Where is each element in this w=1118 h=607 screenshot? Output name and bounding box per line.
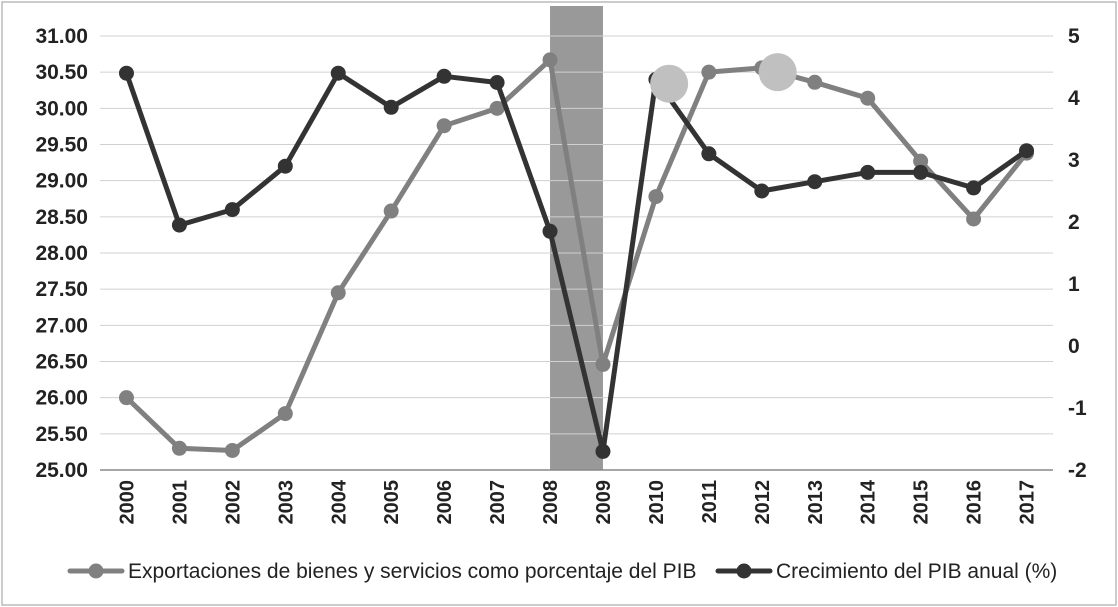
series-2-point [277,158,293,174]
series-1-point [330,285,346,301]
series-2-point [913,164,929,180]
x-tick-label: 2004 [328,479,350,524]
y-left-tick-label: 31.00 [35,25,88,48]
series-1-point [595,356,611,372]
y-left-tick-label: 29.00 [35,170,88,193]
series-layer [118,52,1035,459]
y-right-tick-label: 1 [1068,273,1080,296]
y-right-tick-label: 4 [1068,87,1080,110]
x-tick-label: 2012 [752,480,774,525]
series-2-point [542,223,558,239]
y-right-ticks: -2 -1 0 1 2 3 4 5 [1068,25,1087,482]
x-tick-label: 2009 [593,480,615,525]
x-tick-label: 2017 [1017,480,1039,525]
series-2-point [860,164,876,180]
series-2-point [436,68,452,84]
series-2-point [383,99,399,115]
series-1-point [277,406,293,422]
y-right-tick-label: -1 [1068,397,1087,420]
y-left-tick-label: 29.50 [35,134,88,157]
x-tick-label: 2010 [646,480,668,525]
series-1-point [542,52,558,68]
y-right-tick-label: 0 [1068,335,1080,358]
x-tick-label: 2013 [805,480,827,525]
x-tick-label: 2003 [275,480,297,525]
x-tick-label: 2001 [169,480,191,525]
y-left-tick-label: 26.50 [35,351,88,374]
legend-marker-2 [736,563,752,579]
legend-marker-1 [88,563,104,579]
legend: Exportaciones de bienes y servicios como… [67,560,1057,583]
y-right-tick-label: 2 [1068,211,1080,234]
y-left-tick-label: 25.50 [35,423,88,446]
shaded-region-layer [550,6,603,470]
x-tick-label: 2015 [911,480,933,525]
x-tick-label: 2016 [964,480,986,525]
series-1-point [118,390,134,406]
series-2-point [118,65,134,81]
series-2-point [966,180,982,196]
series-2-point [1019,143,1035,159]
y-right-tick-label: 3 [1068,149,1080,172]
series-1-point [648,189,664,205]
gridlines [100,35,1053,471]
x-tick-label: 2006 [434,480,456,525]
x-tick-label: 2014 [858,479,880,524]
series-2-point [807,174,823,190]
x-tick-label: 2007 [487,480,509,524]
y-left-tick-label: 28.00 [35,242,88,265]
x-tick-label: 2011 [699,480,721,523]
x-tick-label: 2002 [222,480,244,525]
highlight-marker [758,53,797,92]
y-left-tick-label: 25.00 [35,459,88,482]
legend-label-1: Exportaciones de bienes y servicios como… [128,560,696,583]
y-left-ticks: 25.00 25.50 26.00 26.50 27.00 27.50 28.00 28.50… [35,25,88,482]
x-tick-label: 2005 [381,480,403,525]
series-2-point [595,443,611,459]
series-1-point [436,118,452,134]
series-1-point [860,90,876,106]
x-tick-label: 2000 [116,480,138,525]
y-left-tick-label: 30.50 [35,61,88,84]
y-right-tick-label: 5 [1068,25,1080,48]
series-line-2 [123,70,1030,454]
recession-shade [550,6,603,470]
y-left-tick-label: 27.00 [35,314,88,337]
x-ticks: 2000 2001 2002 2003 2004 2005 2006 2007 2008 2009… [116,479,1038,524]
series-1-point [383,203,399,219]
series-1-point [966,211,982,227]
series-1-point [701,64,717,80]
series-2-point [224,202,240,218]
series-1-point [224,442,240,458]
series-2-point [171,217,187,233]
series-1-point [171,440,187,456]
series-1-point [807,74,823,90]
series-2-point [489,75,505,90]
legend-label-2: Crecimiento del PIB anual (%) [776,560,1057,583]
y-right-tick-label: -2 [1068,459,1087,482]
highlight-marker [650,64,689,103]
y-left-tick-label: 28.50 [35,206,88,229]
y-left-tick-label: 27.50 [35,278,88,301]
y-left-tick-label: 26.00 [35,387,88,410]
series-1-point [913,153,929,169]
x-tick-label: 2008 [540,480,562,525]
series-line-1 [123,57,1030,453]
series-2-point [701,146,717,162]
y-left-tick-label: 30.00 [35,97,88,120]
series-2-point [754,183,770,199]
series-2-point [330,65,346,81]
series-1-point [489,100,505,116]
